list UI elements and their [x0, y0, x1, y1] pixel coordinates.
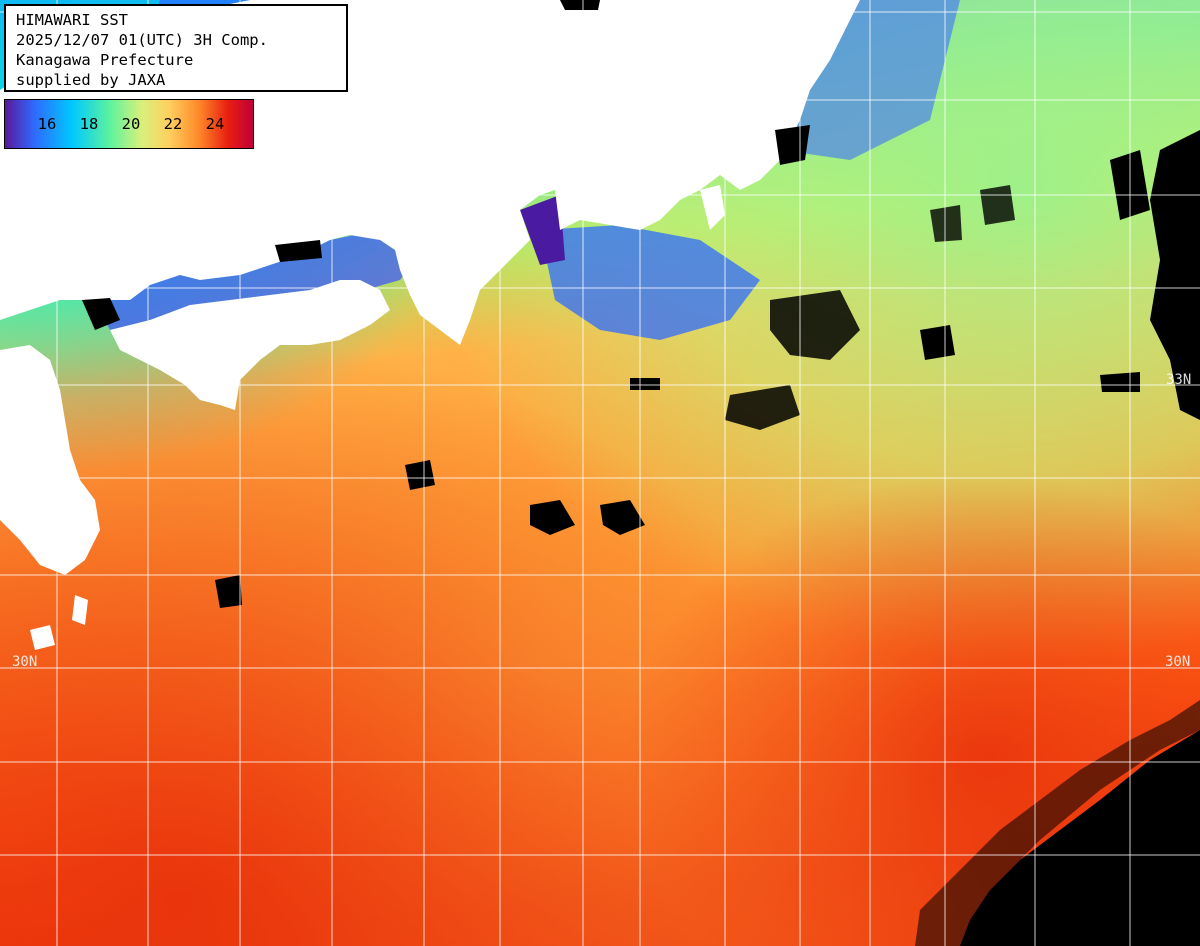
- nodata-center-blob-b: [600, 500, 645, 535]
- nodata-small-d: [630, 378, 660, 390]
- nodata-small-a: [405, 460, 435, 490]
- grid-label-33n-right: 33N: [1166, 372, 1192, 388]
- legend-labels: 16 18 20 22 24: [5, 114, 253, 134]
- land-izu: [700, 185, 725, 230]
- nodata-small-b: [215, 575, 242, 608]
- nodata-small-j: [560, 0, 600, 10]
- land-osaka-bay-isle: [475, 150, 500, 185]
- nodata-se-corner: [960, 730, 1200, 946]
- land-shikoku: [110, 280, 390, 410]
- nodata-small-f: [980, 185, 1015, 225]
- cold-purple-kii: [520, 195, 565, 265]
- coastal-cold-band-kii: [540, 225, 760, 340]
- land-yakushima: [72, 595, 88, 625]
- issuer-name: Kanagawa Prefecture: [16, 51, 194, 69]
- grid-label-136e: 136E: [484, 6, 500, 40]
- land-tanegashima: [30, 625, 55, 650]
- nodata-kii-blob: [770, 290, 860, 360]
- nodata-small-h: [82, 298, 120, 330]
- legend-label-22: 22: [163, 115, 183, 133]
- legend-label-16: 16: [37, 115, 57, 133]
- legend-color-bar: [5, 100, 253, 148]
- nodata-ne-edge: [1150, 130, 1200, 420]
- legend-label-20: 20: [121, 115, 141, 133]
- nodata-small-k: [775, 125, 810, 165]
- grid-label-30n-right: 30N: [1165, 654, 1191, 670]
- observation-time: 2025/12/07 01(UTC) 3H Comp.: [16, 31, 268, 49]
- legend-label-18: 18: [79, 115, 99, 133]
- nodata-small-g: [930, 205, 962, 242]
- grid-label-33-left: 33: [14, 372, 31, 388]
- legend-label-24: 24: [205, 115, 225, 133]
- nodata-small-c: [920, 325, 955, 360]
- land-awaji: [395, 235, 420, 270]
- nodata-small-i: [275, 240, 322, 262]
- grid-label-30n-left: 30N: [12, 654, 38, 670]
- nodata-east-blob: [725, 385, 800, 430]
- data-credit: supplied by JAXA: [16, 71, 166, 89]
- map-info-box: HIMAWARI SST 2025/12/07 01(UTC) 3H Comp.…: [4, 4, 348, 92]
- temperature-legend: 16 18 20 22 24: [4, 99, 254, 149]
- nodata-small-e: [1100, 372, 1140, 392]
- product-title: HIMAWARI SST: [16, 11, 128, 29]
- nodata-center-blob-a: [530, 500, 575, 535]
- land-kyushu: [0, 345, 100, 575]
- coastal-cold-band-setonaikai: [95, 230, 430, 330]
